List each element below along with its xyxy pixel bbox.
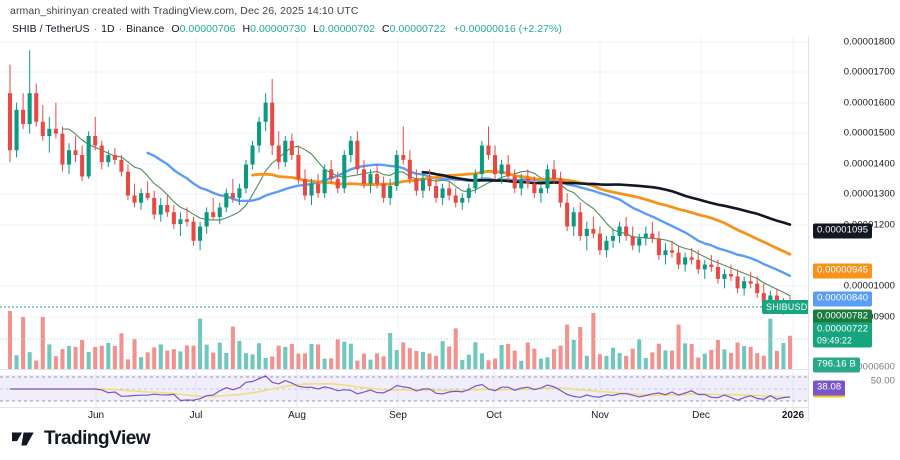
time-tick-jun: Jun <box>87 410 105 421</box>
rsi-chart-canvas[interactable] <box>0 371 808 407</box>
time-axis[interactable]: Jun Jul Aug Sep Oct Nov Dec 2026 <box>0 408 808 424</box>
price-tick-7: 0.00001000 <box>843 280 895 292</box>
time-tick-oct: Oct <box>486 410 502 421</box>
rsi-midline-label: 50.00 <box>870 375 895 387</box>
price-tick-3: 0.00001500 <box>843 127 895 139</box>
volume-value-badge: 796.16 B <box>813 357 860 373</box>
tradingview-logo: TradingView <box>12 428 151 450</box>
time-tick-2026: 2026 <box>781 410 805 421</box>
attribution-text: arman_shirinyan created with TradingView… <box>10 5 359 17</box>
time-tick-nov: Nov <box>591 410 609 421</box>
time-tick-sep: Sep <box>389 410 407 421</box>
price-tick-5: 0.00001300 <box>843 188 895 200</box>
legend-change: +0.00000016 (+2.27%) <box>453 23 562 35</box>
price-tick-2: 0.00001600 <box>843 97 895 109</box>
rsi-value-badge: 38.08 <box>813 380 846 398</box>
pane-divider <box>0 369 808 370</box>
price-tick-1: 0.00001700 <box>843 66 895 78</box>
legend-open: O0.00000706 <box>171 23 236 35</box>
ma100-price-badge: 0.00000945 <box>813 263 873 279</box>
legend-low: L0.00000702 <box>313 23 375 35</box>
volume-bars <box>7 311 793 369</box>
price-tick-0: 0.00001800 <box>843 36 895 48</box>
time-tick-jul: Jul <box>189 410 203 421</box>
tradingview-wordmark: TradingView <box>44 428 151 449</box>
price-tick-4: 0.00001400 <box>843 158 895 170</box>
time-axis-divider <box>0 407 808 408</box>
legend-high: H0.00000730 <box>242 23 307 35</box>
ma50-price-badge: 0.00000840 <box>813 291 873 307</box>
rsi-line <box>10 375 791 402</box>
ma-20-line <box>61 128 791 297</box>
ma-200-line <box>421 170 792 226</box>
legend-symbol[interactable]: SHIB / TetherUS <box>12 23 90 35</box>
legend-close: C0.00000722 <box>381 23 446 35</box>
rsi-pane[interactable] <box>0 371 808 407</box>
price-axis[interactable]: 0.00001800 0.00001700 0.00001600 0.00001500… <box>808 36 900 422</box>
ma20-price-badge: 0.00000782 <box>813 309 873 325</box>
time-tick-dec: Dec <box>692 410 710 421</box>
chart-frame[interactable]: SHIBUSDT Jun Jul Aug Sep Oct Nov Dec 2026 0.000… <box>0 36 900 422</box>
ma200-price-badge: 0.00001095 <box>813 223 873 239</box>
chart-legend: SHIB / TetherUS · 1D · Binance O0.000007… <box>12 23 562 35</box>
price-chart-canvas[interactable] <box>0 36 808 369</box>
series-flag-shibusdt: SHIBUSDT <box>762 299 808 314</box>
price-pane[interactable]: SHIBUSDT <box>0 36 808 369</box>
legend-exchange[interactable]: Binance <box>126 23 165 35</box>
tradingview-mark-icon <box>12 432 34 446</box>
last-price-badge: 0.00000722 09:49:22 <box>813 322 873 348</box>
price-tick-volume-overlap: 0.00000600 <box>843 361 895 373</box>
rsi-ma-line <box>10 383 791 399</box>
time-tick-aug: Aug <box>288 410 306 421</box>
legend-interval[interactable]: 1D <box>101 23 115 35</box>
